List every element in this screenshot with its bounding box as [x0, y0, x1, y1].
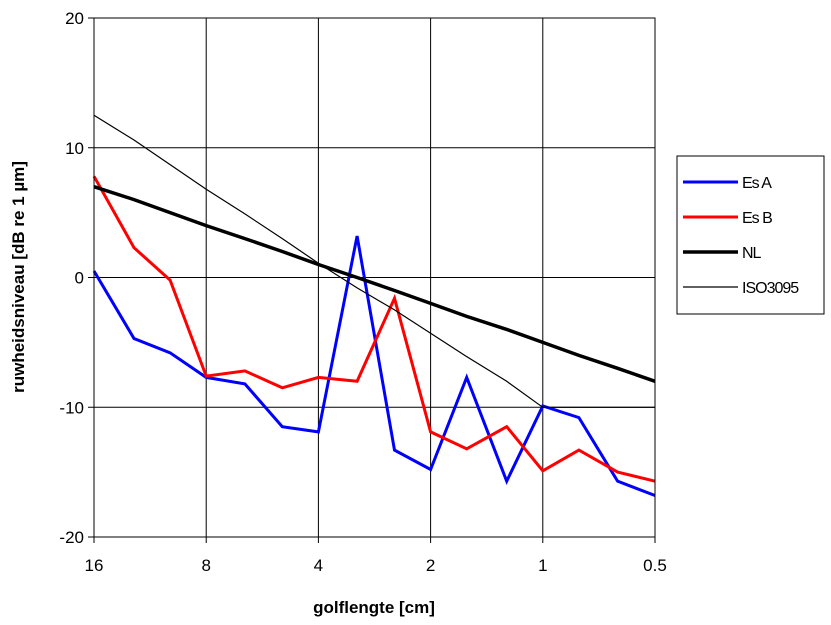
- y-axis: -20 -10 0 10 20: [59, 9, 94, 547]
- y-tick-label: 10: [65, 139, 84, 158]
- series-line-nl: [93, 185, 656, 383]
- x-tick-label: 2: [426, 556, 435, 575]
- y-axis-title: ruwheidsniveau [dB re 1 µm]: [9, 161, 28, 393]
- x-tick-label: 16: [85, 556, 104, 575]
- series-line-iso3095: [93, 114, 655, 408]
- x-axis-title: golflengte [cm]: [313, 598, 435, 617]
- legend-label-es-b: Es B: [742, 210, 772, 227]
- legend-label-iso3095: ISO3095: [742, 280, 799, 297]
- legend-label-nl: NL: [742, 245, 762, 262]
- series-line-es-b: [92, 175, 656, 483]
- series-group: [92, 114, 656, 497]
- x-tick-label: 0.5: [643, 556, 667, 575]
- y-tick-label: -10: [59, 398, 84, 417]
- y-tick-label: -20: [59, 528, 84, 547]
- y-tick-label: 0: [75, 269, 84, 288]
- legend-label-es-a: Es A: [742, 175, 772, 192]
- x-tick-label: 4: [314, 556, 323, 575]
- x-tick-label: 1: [538, 556, 547, 575]
- x-axis: 16 8 4 2 1 0.5: [85, 537, 667, 575]
- x-tick-label: 8: [201, 556, 210, 575]
- y-tick-label: 20: [65, 9, 84, 28]
- legend: Es A Es B NL ISO3095: [676, 155, 825, 315]
